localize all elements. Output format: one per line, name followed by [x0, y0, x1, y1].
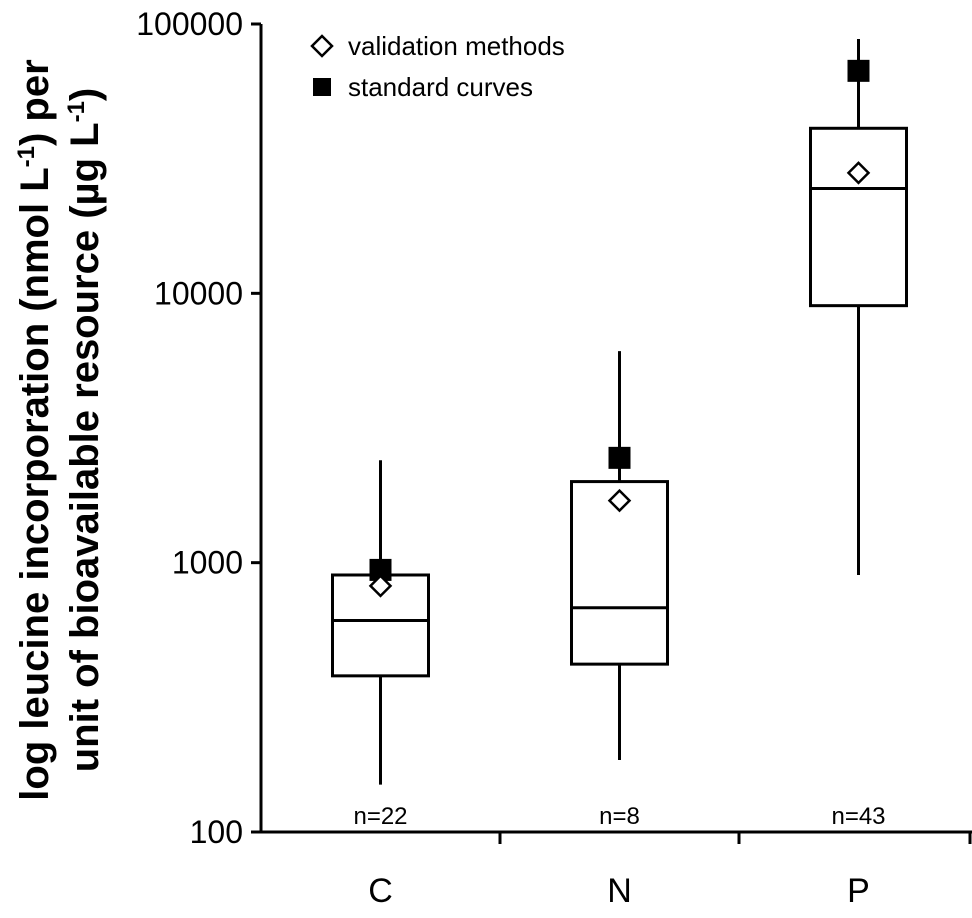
y-tick-label: 10000: [154, 275, 243, 311]
x-tick-label: N: [607, 872, 632, 910]
box-series: n=22 n=8 n=43: [331, 38, 908, 830]
n-label: n=43: [831, 803, 885, 830]
standard-curves-point: [847, 59, 870, 82]
legend-square-icon: [313, 78, 331, 96]
validation-methods-point: [846, 161, 871, 185]
n-label: n=8: [599, 803, 640, 830]
n-label: n=22: [353, 803, 407, 830]
validation-methods-point: [607, 488, 632, 513]
standard-curves-point: [608, 446, 631, 469]
box-P: n=43: [809, 38, 908, 830]
box-iqr: [809, 126, 908, 308]
box-N: n=8: [570, 351, 669, 830]
y-axis-label-line: log leucine incorporation (nmol L-1) per: [13, 59, 57, 800]
legend-label: validation methods: [348, 31, 565, 61]
box-C: n=22: [331, 460, 430, 830]
legend: validation methods standard curves: [310, 31, 565, 102]
standard-curves-point: [369, 558, 392, 581]
legend-diamond-icon: [310, 34, 334, 58]
y-tick-label: 1000: [172, 545, 243, 581]
y-tick-label: 100000: [136, 6, 243, 42]
y-axis-label-line: unit of bioavailable resource (µg L-1): [63, 88, 107, 773]
y-axis: 100 1000 10000 100000: [136, 6, 263, 850]
y-axis-label-group: log leucine incorporation (nmol L-1) per…: [13, 59, 107, 800]
validation-methods-point: [368, 574, 393, 598]
x-tick-label: P: [847, 872, 870, 910]
x-tick-label: C: [368, 872, 393, 910]
legend-label: standard curves: [348, 72, 533, 102]
y-tick-label: 100: [190, 814, 243, 850]
